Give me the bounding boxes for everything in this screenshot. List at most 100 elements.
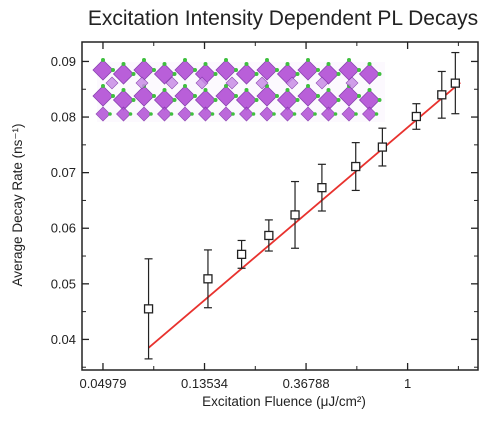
atom (254, 72, 259, 76)
atom (326, 62, 331, 66)
octahedron (297, 85, 319, 107)
atom (316, 68, 320, 72)
octahedron (92, 85, 114, 107)
atom (213, 98, 218, 102)
atom (377, 98, 382, 102)
y-tick-label: 0.07 (51, 165, 76, 180)
octahedron (112, 63, 135, 85)
octahedron (358, 63, 381, 85)
atom (210, 112, 215, 116)
octahedron-small (135, 76, 149, 90)
x-tick-label: 1 (404, 376, 411, 391)
y-axis-label: Average Decay Rate (ns⁻¹) (10, 124, 25, 287)
atom (285, 62, 290, 66)
data-point-group (351, 142, 361, 192)
atom (183, 58, 187, 62)
octahedron (174, 85, 196, 107)
crystal-structure-inset (92, 58, 385, 122)
data-point-group (317, 163, 327, 212)
octahedron-bottom (177, 106, 193, 122)
data-point-group (264, 219, 274, 252)
octahedron-bottom (321, 106, 336, 122)
atom (234, 94, 238, 98)
octahedron (235, 63, 258, 85)
atom (142, 58, 146, 62)
data-point-group (236, 239, 247, 269)
atom (131, 72, 136, 76)
atom (111, 68, 115, 72)
data-point (377, 142, 388, 152)
atom (111, 94, 115, 98)
octahedron-bottom (300, 106, 316, 122)
octahedron-small (105, 76, 119, 90)
atom (295, 98, 300, 102)
atom (172, 98, 177, 102)
data-point-group (437, 70, 447, 119)
atom (285, 88, 290, 92)
atom (101, 84, 105, 88)
atom (213, 72, 218, 76)
y-tick-label: 0.06 (51, 221, 76, 236)
octahedron-bottom (136, 106, 152, 122)
atom (333, 112, 338, 116)
atom (183, 84, 187, 88)
atom (224, 58, 228, 62)
octahedron-small (225, 76, 239, 90)
atom (121, 88, 126, 92)
data-point (351, 161, 361, 172)
atom (162, 62, 167, 66)
atom (306, 84, 310, 88)
fit-line (147, 81, 461, 349)
atom (244, 62, 249, 66)
octahedron (338, 85, 360, 107)
data-point (203, 274, 213, 284)
octahedron (153, 63, 176, 85)
data-point (411, 111, 422, 122)
atom (265, 58, 269, 62)
data-point (450, 78, 460, 88)
atom (367, 62, 372, 66)
chart-title: Excitation Intensity Dependent PL Decays (88, 7, 478, 30)
octahedron (297, 59, 319, 81)
y-tick-label: 0.05 (51, 276, 76, 291)
atom (292, 112, 297, 116)
atom (169, 112, 174, 116)
data-point-group (290, 180, 300, 249)
atom (128, 112, 133, 116)
atom (347, 58, 351, 62)
octahedron (133, 85, 155, 107)
octahedron-bottom (259, 106, 275, 122)
atom (377, 72, 382, 76)
y-tick-label: 0.08 (51, 110, 76, 125)
atom (152, 68, 156, 72)
atom (234, 68, 238, 72)
data-point-group (377, 127, 388, 167)
data-point-group (450, 51, 460, 115)
atom (326, 88, 331, 92)
octahedron-small (345, 76, 359, 90)
x-axis-label: Excitation Fluence (μJ/cm²) (202, 394, 366, 409)
y-tick-label: 0.09 (51, 54, 76, 69)
octahedron (256, 59, 278, 81)
atom (336, 72, 341, 76)
x-tick-label: 0.36788 (283, 376, 330, 391)
atom (193, 68, 197, 72)
atom (374, 112, 379, 116)
atom (149, 112, 153, 116)
octahedron-bottom (95, 106, 111, 122)
atom (313, 112, 317, 116)
octahedron (215, 59, 237, 81)
data-point (143, 304, 154, 314)
x-axis: 0.04979 0.13534 0.36788 1 (79, 42, 459, 391)
atom (203, 62, 208, 66)
atom (336, 98, 341, 102)
x-tick-label: 0.04979 (79, 376, 126, 391)
atom (295, 72, 300, 76)
data-point-group (411, 103, 422, 130)
y-tick-label: 0.04 (51, 332, 76, 347)
atom (254, 98, 259, 102)
octahedron (92, 59, 114, 81)
atom (121, 62, 126, 66)
